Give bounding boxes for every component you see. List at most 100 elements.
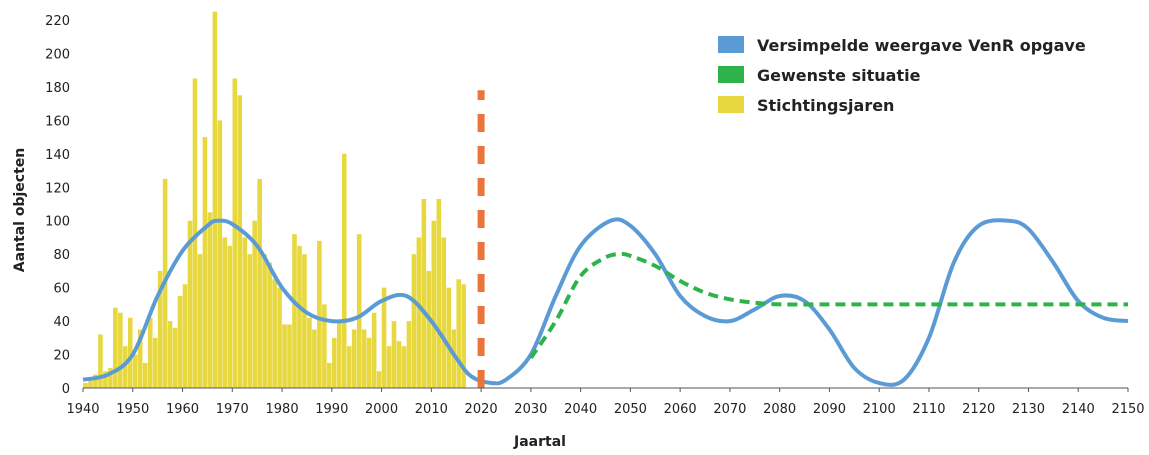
bar-1993 (346, 346, 352, 388)
x-tick-label-2080: 2080 (763, 402, 796, 417)
bar-1994 (351, 329, 357, 388)
y-tick-label-200: 200 (45, 47, 70, 62)
bar-1975 (257, 178, 262, 388)
bar-1972 (242, 237, 248, 388)
bar-1999 (376, 371, 382, 388)
bar-1985 (307, 317, 312, 388)
y-tick-label-140: 140 (45, 148, 70, 163)
bar-2010 (431, 220, 437, 388)
bar-1959 (177, 296, 183, 388)
x-tick-label-2130: 2130 (1012, 402, 1045, 417)
x-tick-label-1990: 1990 (315, 402, 348, 417)
x-tick-label-2040: 2040 (564, 402, 597, 417)
line-series-group (82, 217, 1129, 387)
line-series-versimpelde-weergave (82, 217, 1129, 387)
legend-label-stichtingsjaren: Stichtingsjaren (757, 96, 894, 115)
x-tick-label-2030: 2030 (514, 402, 547, 417)
bar-1964 (202, 137, 208, 388)
bar-1943 (98, 334, 103, 388)
line-series-gewenste-situatie (529, 252, 1128, 360)
x-tick-label-1950: 1950 (116, 402, 149, 417)
bar-1973 (247, 254, 252, 388)
bar-1980 (282, 324, 287, 388)
bar-2007 (416, 237, 422, 388)
bar-2009 (426, 270, 432, 388)
y-tick-label-20: 20 (53, 349, 70, 364)
bar-1982 (292, 234, 297, 388)
bar-1950 (132, 354, 138, 388)
bar-1949 (127, 317, 133, 388)
legend-label-gewenste-situatie: Gewenste situatie (757, 66, 921, 85)
bar-1983 (297, 245, 302, 388)
y-tick-label-80: 80 (53, 248, 70, 263)
bar-2005 (406, 321, 412, 388)
bar-2011 (436, 198, 442, 388)
bar-1990 (332, 337, 337, 388)
bar-2008 (421, 198, 427, 388)
bar-1961 (187, 220, 193, 388)
bar-1965 (207, 212, 213, 388)
x-tick-label-2100: 2100 (863, 402, 896, 417)
bar-2001 (386, 346, 392, 388)
x-tick-label-2010: 2010 (415, 402, 448, 417)
y-tick-label-180: 180 (45, 81, 70, 96)
x-tick-label-2120: 2120 (962, 402, 995, 417)
x-tick-label-2140: 2140 (1062, 402, 1095, 417)
bar-1997 (366, 337, 372, 388)
bar-1942 (93, 374, 98, 388)
bar-1991 (336, 321, 342, 388)
legend-swatch-gewenste-situatie (718, 66, 744, 83)
bar-2015 (456, 279, 461, 388)
bar-1953 (147, 317, 153, 388)
bar-1951 (137, 329, 143, 388)
bar-1971 (237, 95, 243, 389)
y-tick-label-100: 100 (45, 215, 70, 230)
bar-2014 (451, 329, 457, 388)
y-tick-label-40: 40 (53, 315, 70, 330)
bar-1969 (227, 245, 233, 388)
y-axis-ticks: 0 20 40 60 80 100 120 140 160 180 200 220 (45, 14, 70, 397)
bar-1945 (108, 367, 113, 388)
bar-1968 (222, 237, 228, 388)
bar-1948 (123, 346, 128, 388)
bar-1970 (232, 78, 238, 389)
bar-1966 (212, 11, 218, 388)
bar-2012 (441, 237, 447, 388)
x-tick-label-1960: 1960 (166, 402, 199, 417)
legend-label-versimpelde-weergave: Versimpelde weergave VenR opgave (757, 36, 1086, 55)
x-tick-label-2070: 2070 (713, 402, 746, 417)
bar-1986 (312, 329, 317, 388)
bar-1963 (197, 254, 203, 388)
legend-swatch-stichtingsjaren (718, 96, 744, 113)
x-axis-ticks: 1940 1950 1960 1970 1980 1990 2000 2010 2020 2030… (66, 388, 1145, 417)
bar-1988 (322, 304, 327, 388)
y-tick-label-160: 160 (45, 114, 70, 129)
x-tick-label-1970: 1970 (216, 402, 249, 417)
bar-1944 (103, 371, 108, 388)
bar-1996 (361, 329, 367, 388)
bar-1954 (152, 337, 158, 388)
bar-1998 (371, 312, 377, 388)
bar-1987 (317, 240, 322, 388)
bar-2013 (446, 287, 452, 388)
x-tick-label-2090: 2090 (813, 402, 846, 417)
legend: Versimpelde weergave VenR opgave Gewenst… (718, 36, 1086, 115)
bar-1992 (341, 153, 347, 388)
bar-1967 (217, 120, 223, 389)
bar-1940 (83, 382, 88, 388)
y-tick-label-120: 120 (45, 181, 70, 196)
x-tick-label-2150: 2150 (1111, 402, 1144, 417)
bar-1974 (252, 220, 257, 388)
y-tick-label-60: 60 (53, 282, 70, 297)
bar-2002 (391, 321, 397, 388)
x-axis-title: Jaartal (513, 434, 566, 450)
bar-1946 (113, 307, 118, 388)
bar-1960 (182, 284, 188, 388)
bar-1979 (277, 287, 282, 388)
bar-1978 (272, 279, 277, 388)
bar-1981 (287, 324, 292, 388)
bar-2004 (401, 346, 407, 388)
y-tick-label-0: 0 (62, 382, 70, 397)
y-axis-title: Aantal objecten (12, 148, 28, 272)
y-tick-label-220: 220 (45, 14, 70, 29)
